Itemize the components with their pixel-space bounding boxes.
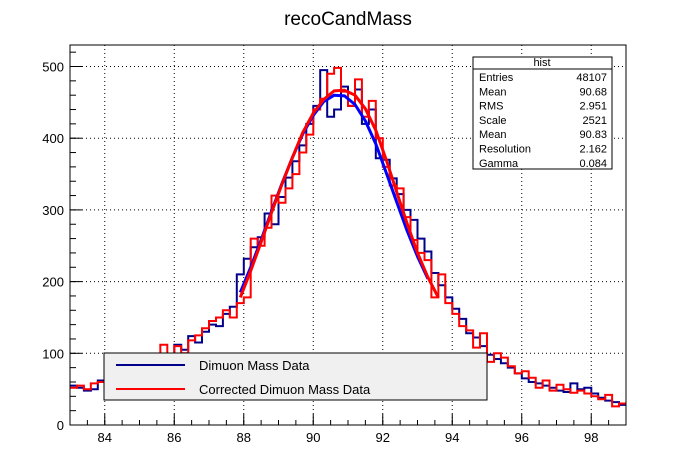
x-tick-label: 98 (584, 430, 598, 445)
stats-value: 48107 (576, 72, 607, 84)
y-tick-label: 100 (42, 346, 64, 361)
x-tick-label: 92 (376, 430, 390, 445)
stats-value: 90.68 (579, 86, 607, 98)
stats-label: Resolution (479, 144, 531, 156)
stats-value: 0.084 (579, 158, 607, 170)
stats-value: 2.162 (579, 144, 607, 156)
y-tick-label: 300 (42, 203, 64, 218)
x-tick-label: 94 (445, 430, 459, 445)
y-tick-label: 200 (42, 275, 64, 290)
y-tick-label: 500 (42, 60, 64, 75)
y-tick-label: 400 (42, 131, 64, 146)
stats-value: 90.83 (579, 129, 607, 141)
x-axis: 84 86 88 90 92 94 96 98 (69, 414, 627, 445)
legend-label-corrected: Corrected Dimuon Mass Data (199, 382, 371, 397)
x-tick-label: 90 (306, 430, 320, 445)
stats-box-frame (472, 56, 613, 170)
stats-value: 2.951 (579, 101, 607, 113)
stats-label: Gamma (479, 158, 519, 170)
series-3 (238, 88, 440, 299)
legend-box (103, 352, 488, 401)
chart-title: recoCandMass (284, 9, 412, 30)
x-tick-label: 96 (515, 430, 529, 445)
stats-label: Scale (479, 115, 507, 127)
x-tick-label: 84 (98, 430, 112, 445)
stats-label: RMS (479, 101, 503, 113)
y-axis: 0 100 200 300 400 500 (42, 51, 82, 433)
stats-label: Entries (479, 72, 514, 84)
legend-label-dimuon: Dimuon Mass Data (199, 358, 310, 373)
fit-curve (238, 88, 440, 299)
stats-label: Mean (479, 86, 507, 98)
stats-box: hist Entries 48107 Mean 90.68 RMS 2.951 Scale 2… (472, 56, 613, 170)
stats-label: Mean (479, 129, 507, 141)
legend: Dimuon Mass Data Corrected Dimuon Mass D… (103, 352, 488, 401)
y-tick-label: 0 (57, 418, 64, 433)
x-tick-label: 86 (167, 430, 181, 445)
stats-box-title: hist (533, 57, 550, 69)
stats-rows: Entries 48107 Mean 90.68 RMS 2.951 Scale 2521 Me… (479, 72, 607, 170)
stats-value: 2521 (583, 115, 607, 127)
x-tick-label: 88 (237, 430, 251, 445)
